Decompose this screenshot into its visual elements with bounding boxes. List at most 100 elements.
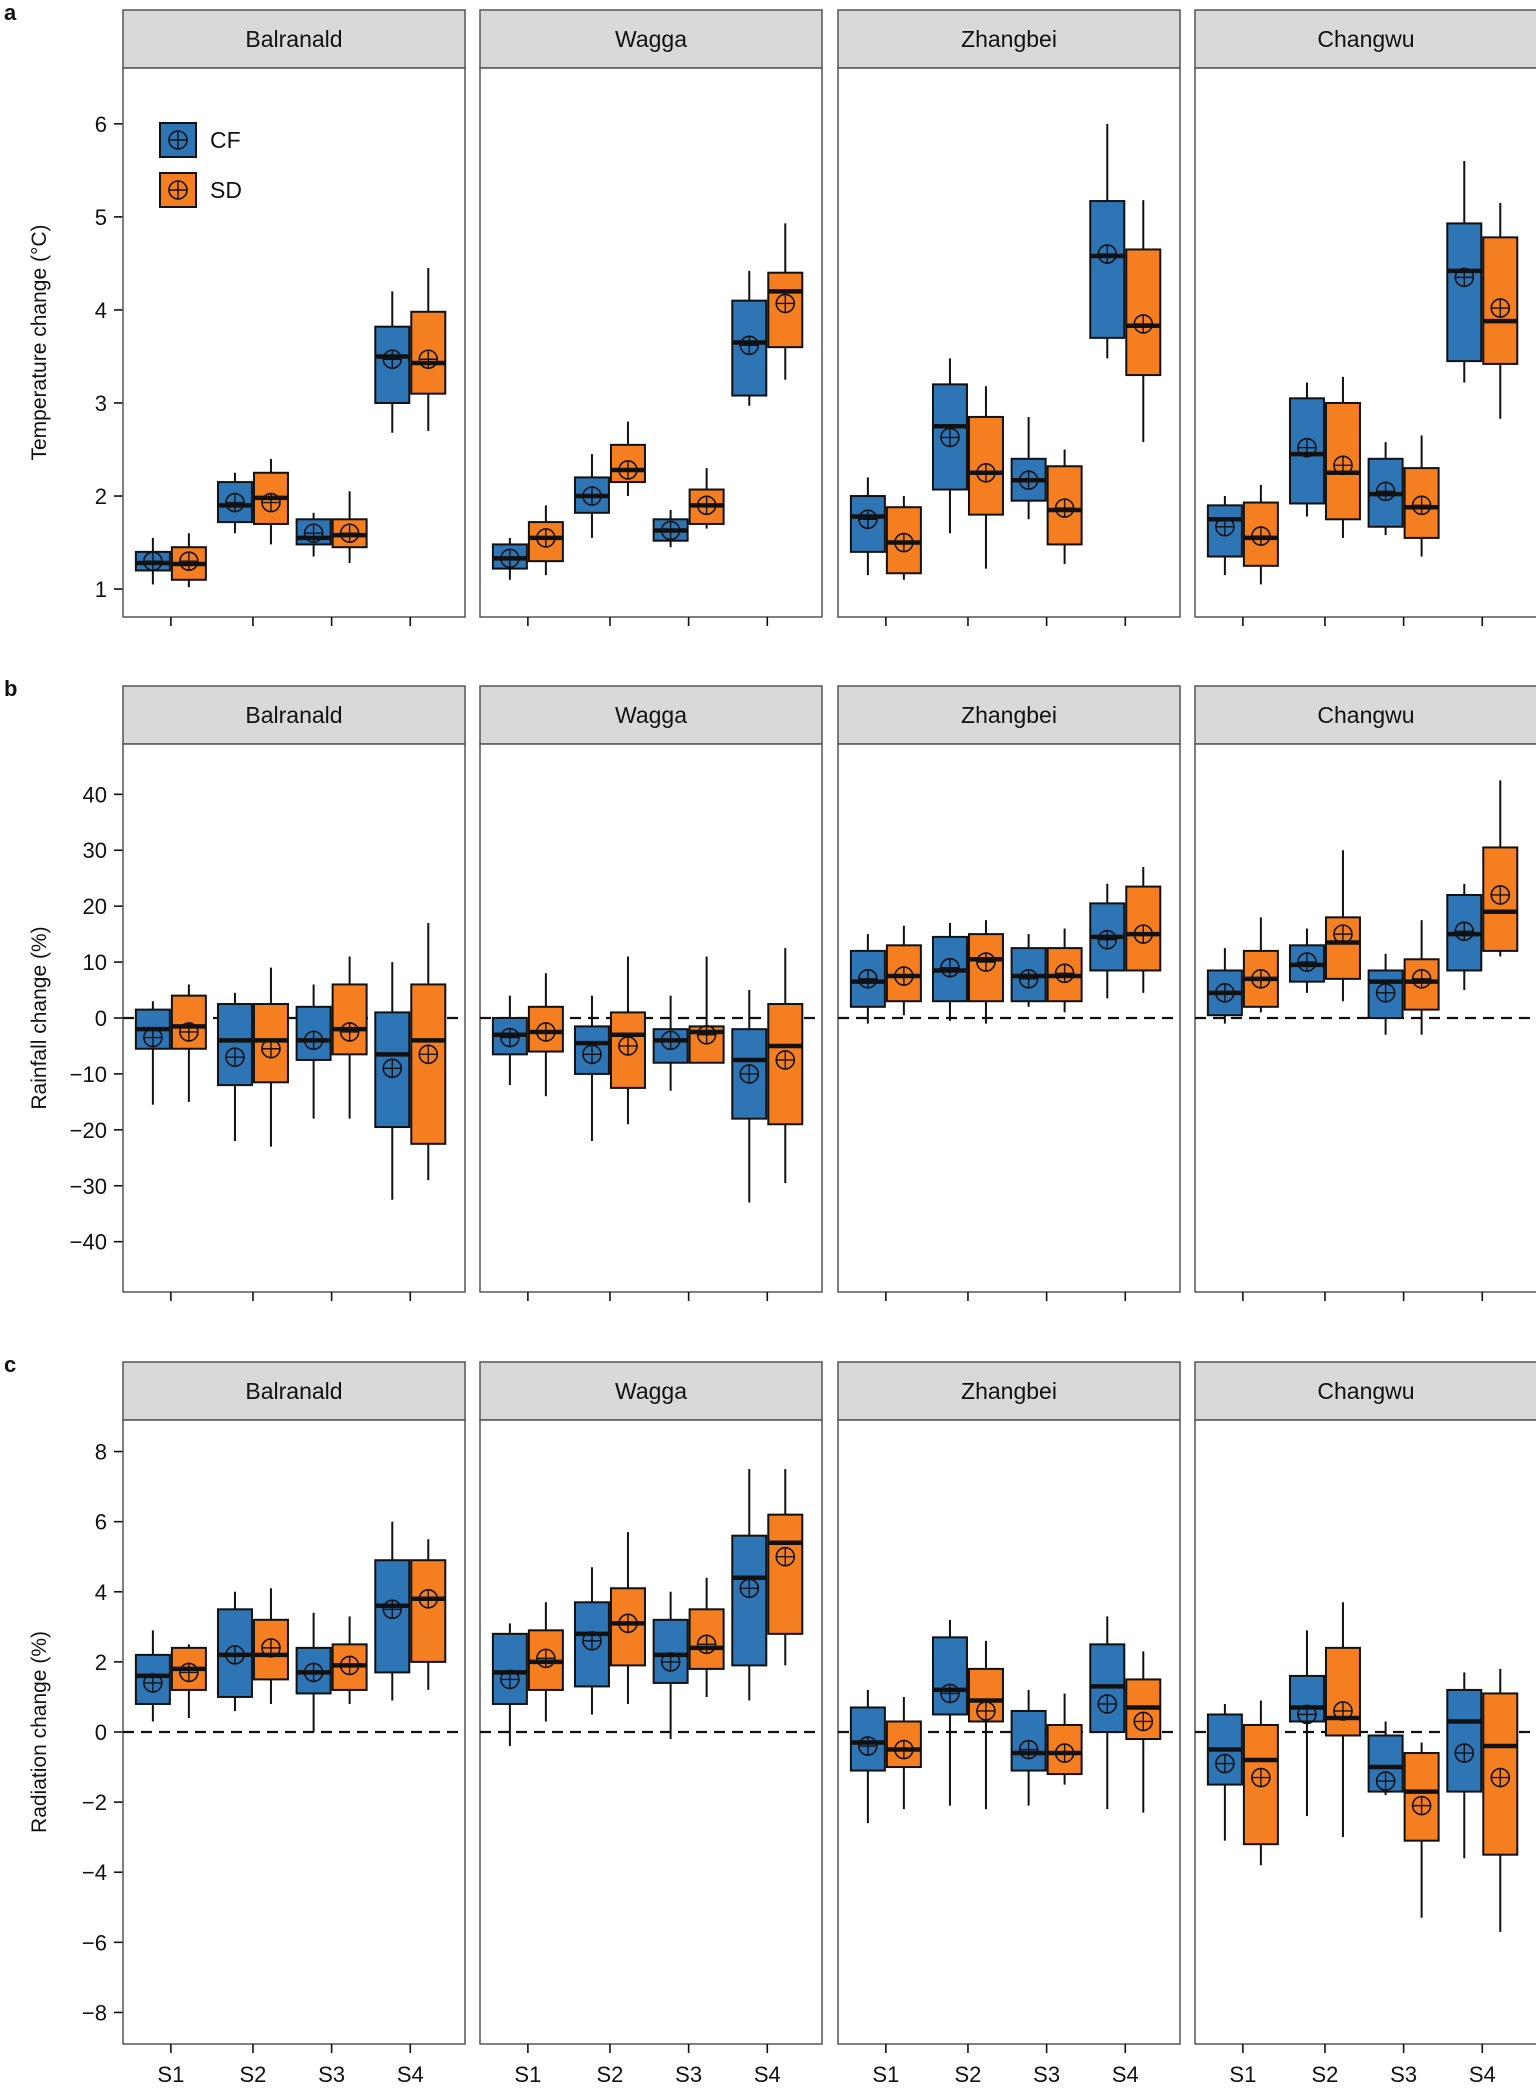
facet-title: Zhangbei (961, 1378, 1057, 1404)
sd-mean-marker (339, 1022, 360, 1042)
facet-wagga: Wagga (479, 9, 823, 626)
cf-iqr-rect (1446, 222, 1483, 363)
cf-mean-marker (500, 1669, 520, 1690)
facet-strip (837, 685, 1181, 745)
sd-mean-marker (1251, 526, 1271, 546)
cf-mean-marker (143, 1027, 163, 1048)
facet-strip (837, 1361, 1181, 1421)
y-axis-label: Temperature change (°C) (28, 224, 51, 460)
scenario-s3: S3 (295, 1612, 368, 2087)
facet-balranald: Balranald S1 S2 S3 S4 (122, 1361, 466, 2087)
facet-wagga: Wagga (479, 685, 823, 1301)
sd-box (252, 1588, 289, 1704)
sd-mean-marker (696, 495, 717, 516)
cf-box (216, 992, 253, 1142)
y-tick-label: 0 (95, 1720, 107, 1745)
cf-iqr-rect (652, 1618, 689, 1684)
sd-mean-marker (261, 492, 281, 513)
cf-mean-marker (858, 1736, 878, 1756)
sd-box (1125, 1651, 1162, 1813)
scenario-s4: S4 (374, 1521, 447, 2087)
legend-sd-marker (168, 180, 188, 200)
sd-mean-marker (618, 1036, 638, 1056)
cf-mean-marker (858, 509, 878, 530)
cf-mean-marker (1018, 969, 1039, 989)
x-tick-label: S1 (157, 2062, 184, 2087)
sd-mean-marker (1251, 1767, 1271, 1788)
sd-box (1046, 1693, 1083, 1785)
facet-strip (479, 9, 823, 69)
facet-title: Balranald (245, 702, 342, 728)
y-tick-label: 30 (83, 838, 107, 863)
cf-box (573, 1567, 610, 1715)
sd-mean-marker (418, 349, 439, 370)
sd-box (609, 421, 646, 497)
y-axis-label: Radiation change (%) (28, 1631, 51, 1833)
cf-box (1206, 948, 1243, 1024)
cf-mean-marker (1375, 481, 1396, 502)
facet-title: Zhangbei (961, 26, 1057, 52)
cf-box (1446, 161, 1483, 383)
sd-box (1046, 449, 1083, 564)
plots-layer: a Temperature change (°C) 1 2 3 4 5 6 Balranald C… (4, 0, 1536, 2087)
sd-mean-marker (339, 1655, 360, 1676)
sd-mean-marker (536, 528, 556, 548)
facet-strip (479, 685, 823, 745)
scenario-s2 (1288, 376, 1361, 626)
legend: CF SD (159, 122, 242, 208)
y-tick-label: 6 (95, 1510, 107, 1535)
sd-mean-marker (1411, 495, 1432, 516)
y-tick-label: −20 (70, 1118, 107, 1143)
cf-mean-marker (739, 1578, 760, 1599)
sd-mean-marker (1133, 924, 1154, 944)
x-tick-label: S2 (239, 2062, 266, 2087)
sd-mean-marker (696, 1024, 717, 1045)
facet-title: Changwu (1317, 702, 1414, 728)
cf-box (1010, 934, 1047, 1007)
facet-strip (1194, 9, 1536, 69)
scenario-s1 (134, 533, 207, 626)
x-tick-label: S2 (1311, 2062, 1338, 2087)
scenario-s4 (1089, 867, 1162, 1301)
facet-title: Wagga (615, 702, 687, 728)
cf-mean-marker (1097, 1694, 1118, 1714)
cf-box (1446, 1672, 1483, 1859)
sd-box (885, 925, 922, 1016)
sd-box (252, 458, 289, 545)
facet-title: Wagga (615, 1378, 687, 1404)
scenario-s1: S1 (1206, 1700, 1279, 2087)
scenario-s2 (931, 920, 1004, 1301)
cf-box (374, 1521, 411, 1701)
cf-iqr-rect (1089, 200, 1126, 339)
scenario-s1 (1206, 917, 1279, 1301)
x-tick-label: S4 (397, 2062, 424, 2087)
scenario-s1 (491, 505, 564, 626)
cf-mean-marker (1018, 1739, 1039, 1760)
cf-mean-marker (1018, 470, 1039, 491)
sd-mean-marker (1054, 1743, 1075, 1763)
sd-iqr-rect (1125, 248, 1162, 377)
cf-mean-marker (382, 1058, 403, 1079)
sd-box (1482, 1668, 1519, 1932)
scenario-s4 (1089, 123, 1162, 626)
cf-mean-marker (303, 1662, 324, 1683)
cf-box (134, 1001, 171, 1105)
sd-mean-marker (894, 966, 914, 986)
cf-box (374, 962, 411, 1200)
sd-box (688, 1577, 725, 1697)
sd-box (967, 386, 1004, 569)
cf-box (1367, 442, 1404, 536)
sd-iqr-rect (1046, 465, 1083, 546)
panel-letter: a (4, 0, 17, 25)
sd-iqr-rect (885, 506, 922, 575)
scenario-s1: S1 (134, 1630, 207, 2087)
sd-box (1482, 202, 1519, 419)
cf-mean-marker (1097, 929, 1118, 950)
cf-mean-marker (660, 520, 681, 541)
cf-box (1089, 883, 1126, 999)
sd-box (527, 1602, 564, 1722)
sd-box (688, 468, 725, 529)
cf-mean-marker (582, 486, 602, 506)
y-tick-label: 3 (95, 391, 107, 416)
sd-box (410, 922, 447, 1181)
